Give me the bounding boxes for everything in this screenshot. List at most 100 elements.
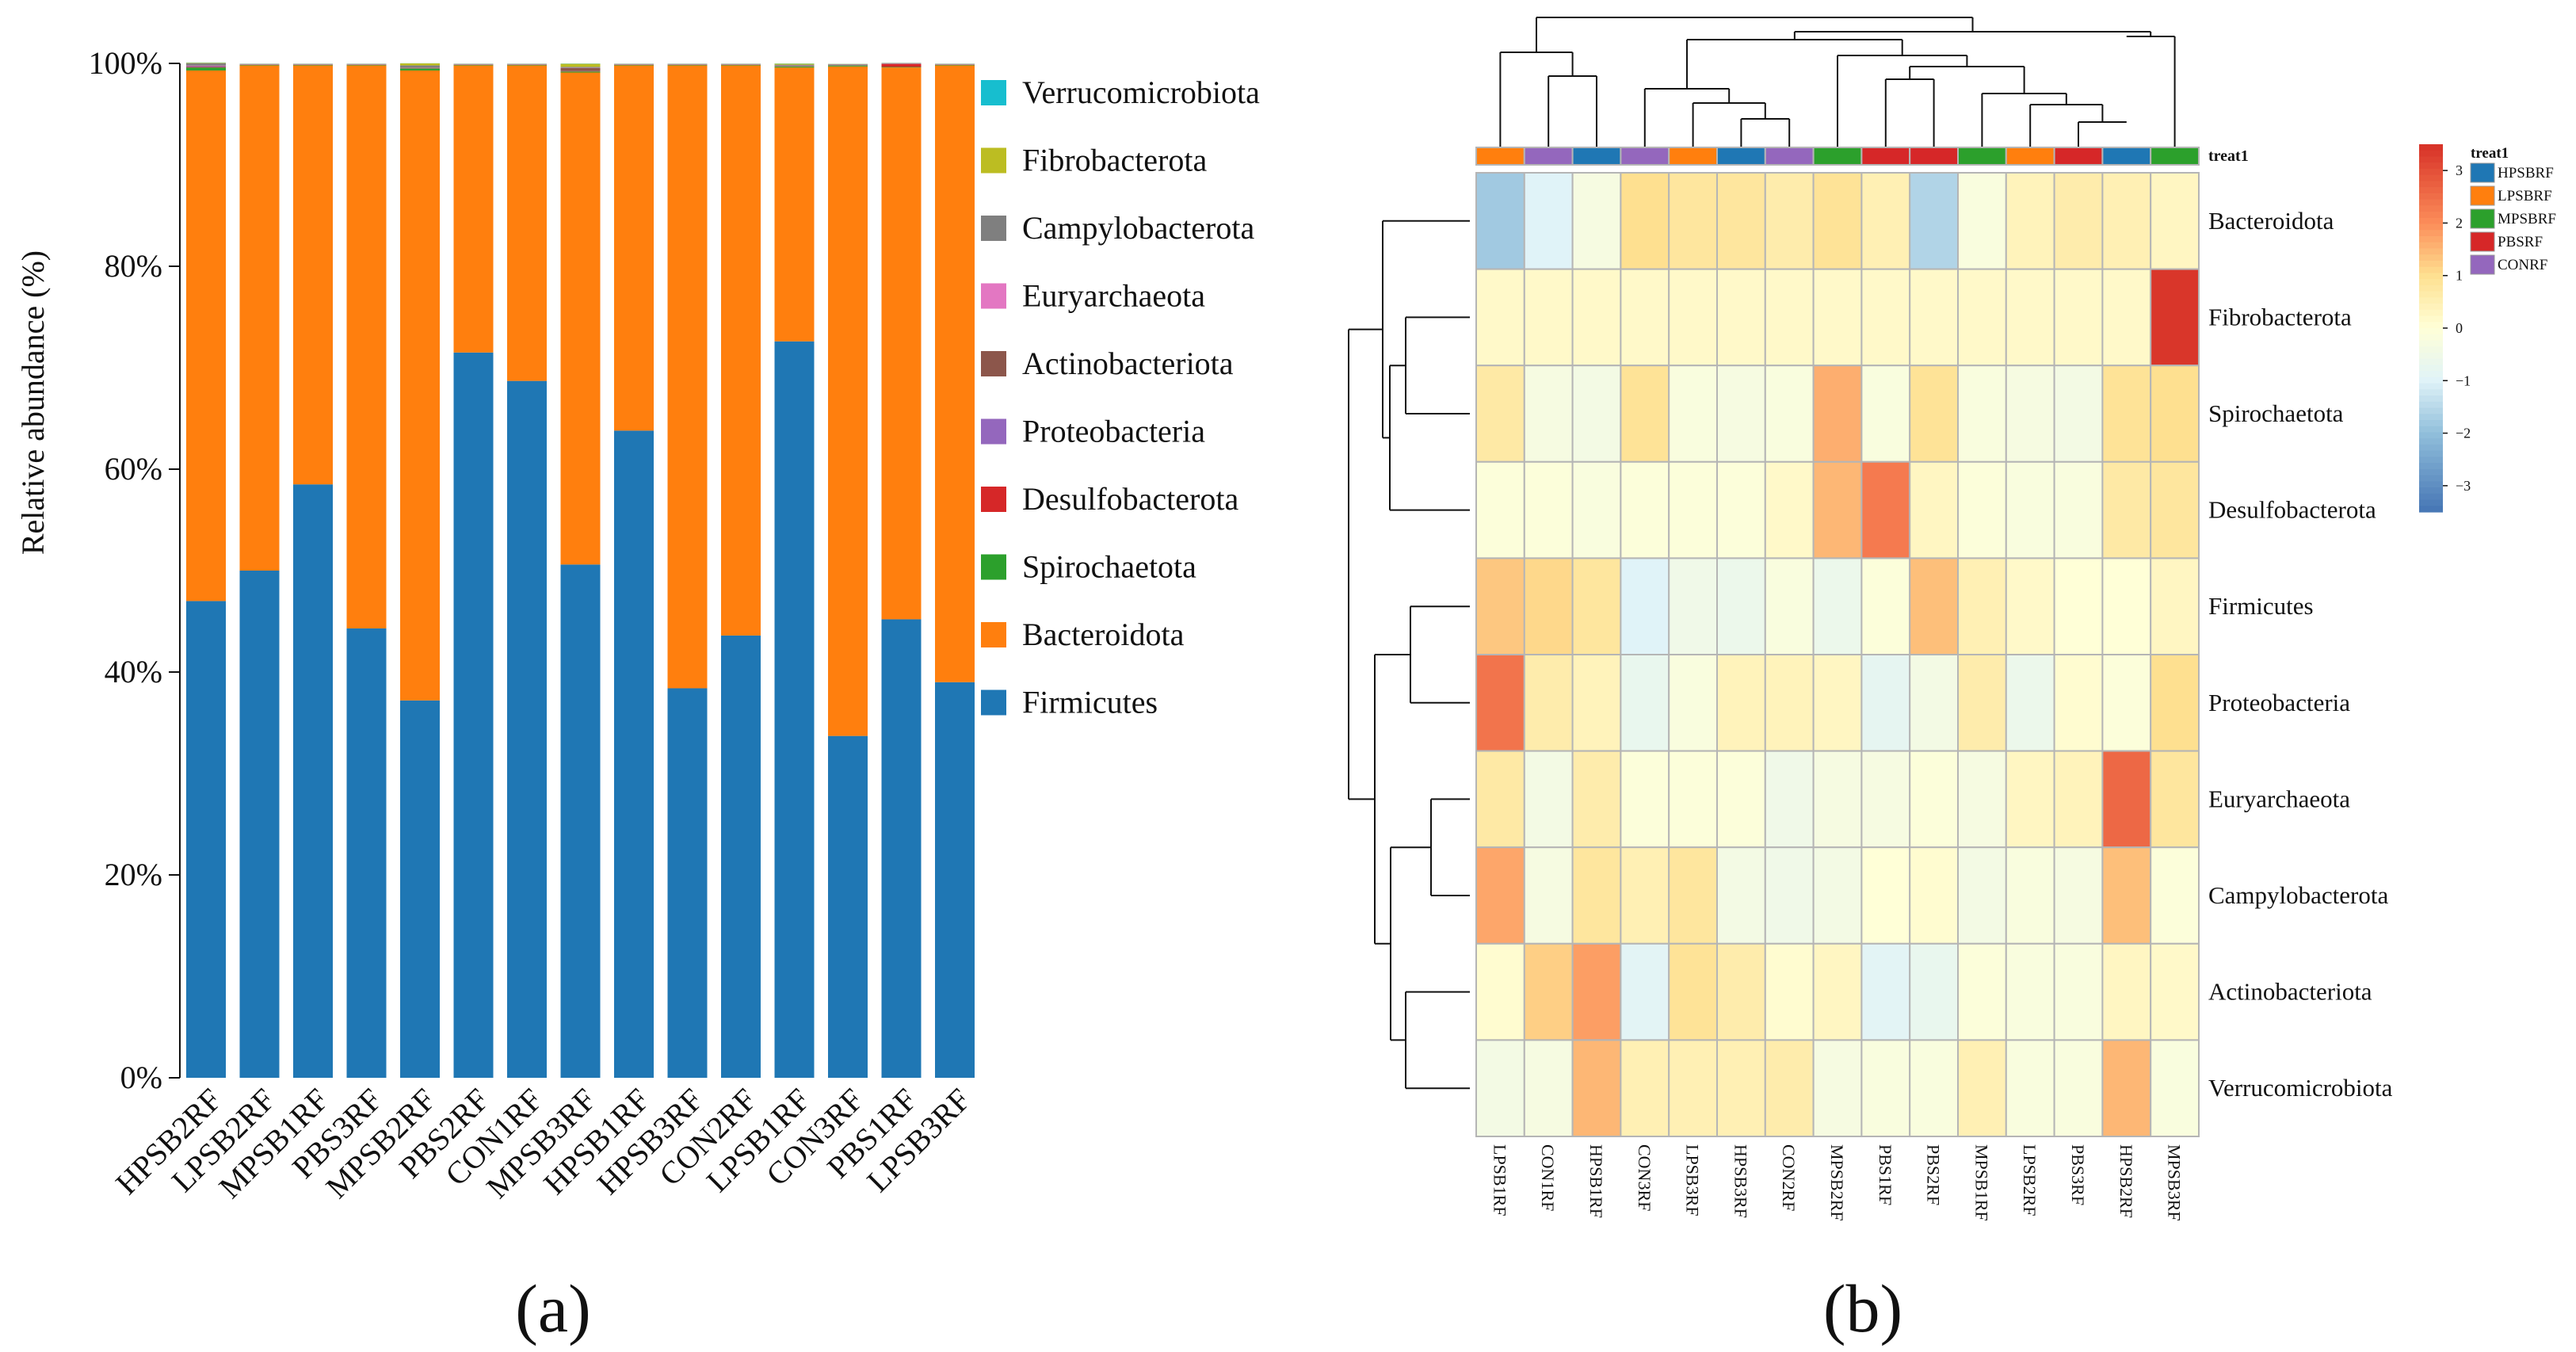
heatmap-cell xyxy=(1716,1039,1766,1138)
heatmap-cell xyxy=(1571,942,1622,1041)
heatmap-cell xyxy=(1620,750,1670,849)
heatmap-cell xyxy=(1860,846,1911,945)
heatmap-cell xyxy=(1812,846,1863,945)
annotation-legend-label: HPSBRF xyxy=(2498,165,2554,181)
heatmap-cell xyxy=(1668,750,1718,849)
heatmap-cell xyxy=(1957,846,2007,945)
heatmap-cell xyxy=(1860,460,1911,560)
heatmap-cell xyxy=(1764,557,1815,656)
heatmap-cell xyxy=(1957,460,2007,560)
color-scale-segment xyxy=(2419,334,2443,342)
color-scale-segment xyxy=(2419,414,2443,421)
color-scale-segment xyxy=(2419,242,2443,250)
color-scale-segment xyxy=(2419,273,2443,280)
legend-item-actinobacteriota: Actinobacteriota xyxy=(981,346,1234,381)
annotation-cell-pbsrf xyxy=(1909,147,1959,166)
color-scale-segment xyxy=(2419,266,2443,273)
heatmap-cell xyxy=(2101,365,2152,463)
column-label: CON1RF xyxy=(1538,1144,1558,1211)
annotation-legend-item-mpsbrf: MPSBRF xyxy=(2470,208,2556,229)
color-scale-segment xyxy=(2419,475,2443,482)
annotation-cell-pbsrf xyxy=(1860,147,1911,166)
legend-swatch xyxy=(981,283,1006,309)
column-label: MPSB3RF xyxy=(2165,1144,2185,1221)
annotation-legend-label: CONRF xyxy=(2498,257,2547,273)
color-scale-segment xyxy=(2419,248,2443,255)
annotation-legend-swatch xyxy=(2470,254,2495,275)
heatmap-cell xyxy=(1668,942,1718,1041)
heatmap-cell xyxy=(1860,557,1911,656)
column-dendrogram xyxy=(1499,17,2176,147)
row-label: Bacteroidota xyxy=(2208,207,2334,235)
heatmap-cell xyxy=(1668,365,1718,463)
bar-fibrobacterota xyxy=(774,63,815,65)
color-scale-segment xyxy=(2419,322,2443,329)
annotation-legend-label: MPSBRF xyxy=(2498,211,2556,227)
color-scale-segment xyxy=(2419,352,2443,360)
heatmap-cell xyxy=(2101,1039,2152,1138)
heatmap-cell xyxy=(1620,846,1670,945)
row-label: Actinobacteriota xyxy=(2208,978,2372,1006)
color-scale-segment xyxy=(2419,150,2443,158)
heatmap-cell xyxy=(1571,365,1622,463)
legend-swatch xyxy=(981,487,1006,512)
annotation-legend-label: PBSRF xyxy=(2498,234,2543,250)
heatmap-cell xyxy=(1620,654,1670,752)
bar-campylobacterota xyxy=(774,64,815,66)
legend-swatch xyxy=(981,351,1006,376)
heatmap-cell xyxy=(1523,1039,1574,1138)
heatmap-cell xyxy=(2005,750,2055,849)
color-scale-segment xyxy=(2419,174,2443,181)
bar-stack-con1rf xyxy=(507,63,547,1078)
bar-firmicutes xyxy=(881,619,922,1078)
heatmap-cell xyxy=(1668,557,1718,656)
color-scale-segment xyxy=(2419,346,2443,353)
bar-bacteroidota xyxy=(935,65,975,682)
heatmap-cell xyxy=(1523,268,1574,367)
heatmap-cell xyxy=(1957,365,2007,463)
heatmap-cell xyxy=(1620,1039,1670,1138)
heatmap-cell xyxy=(1764,750,1815,849)
heatmap-cell xyxy=(1909,460,1959,560)
y-tick-label: 40% xyxy=(105,654,162,689)
bar-stack-lpsb1rf xyxy=(774,63,815,1079)
row-label: Euryarchaeota xyxy=(2208,785,2350,812)
legend-item-desulfobacterota: Desulfobacterota xyxy=(981,481,1238,517)
annotation-cell-mpsbrf xyxy=(1957,147,2007,166)
heatmap-cell xyxy=(1957,268,2007,367)
color-scale-tick-label: −1 xyxy=(2456,372,2471,388)
color-scale-segment xyxy=(2419,168,2443,176)
bar-stack-lpsb2rf xyxy=(239,63,280,1078)
heatmap-cell xyxy=(2053,1039,2104,1138)
bar-stack-pbs3rf xyxy=(346,63,387,1078)
heatmap-cell xyxy=(2053,268,2104,367)
row-label: Campylobacterota xyxy=(2208,881,2388,909)
bar-bacteroidota xyxy=(186,70,226,602)
color-scale-segment xyxy=(2419,383,2443,390)
heatmap-cell xyxy=(1620,172,1670,270)
heatmap-cell xyxy=(2101,942,2152,1041)
color-scale-segment xyxy=(2419,493,2443,501)
heatmap-cell xyxy=(1716,172,1766,270)
color-scale-segment xyxy=(2419,304,2443,311)
heatmap-cell xyxy=(1909,557,1959,656)
color-scale-segment xyxy=(2419,193,2443,201)
color-scale-tick-label: 1 xyxy=(2456,268,2463,284)
heatmap-cell xyxy=(2053,942,2104,1041)
heatmap-cell xyxy=(1812,557,1863,656)
bar-spirochaetota xyxy=(667,64,708,66)
color-scale-segment xyxy=(2419,401,2443,409)
legend-label: Desulfobacterota xyxy=(1022,481,1238,517)
heatmap-cell xyxy=(1523,365,1574,463)
y-axis-label: Relative abundance (%) xyxy=(15,250,51,555)
panel-label-a: (a) xyxy=(515,1270,590,1346)
heatmap-cell xyxy=(2101,846,2152,945)
column-label: PBS1RF xyxy=(1876,1144,1895,1205)
annotation-legend-label: LPSBRF xyxy=(2498,188,2552,204)
bar-bacteroidota xyxy=(346,65,387,628)
color-scale-segment xyxy=(2419,468,2443,476)
heatmap-cell xyxy=(1716,654,1766,752)
heatmap-cell xyxy=(1668,654,1718,752)
bar-bacteroidota xyxy=(400,70,440,701)
color-scale-segment xyxy=(2419,444,2443,452)
